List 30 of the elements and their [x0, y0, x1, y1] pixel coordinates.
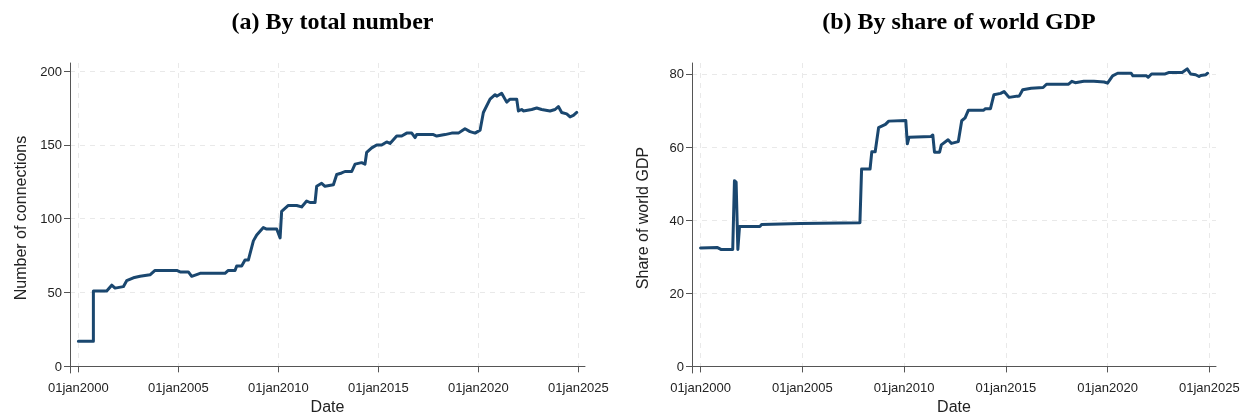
line-series: [76, 91, 579, 343]
y-tick-label: 200: [40, 63, 62, 79]
y-tick-label: 0: [54, 358, 62, 374]
x-tick-label: 01jan2020: [1077, 380, 1138, 395]
x-tick-label: 01jan2015: [348, 380, 409, 395]
x-axis-title: Date: [310, 398, 345, 416]
x-tick-label: 01jan2000: [670, 380, 731, 395]
chart-title: (a) By total number: [231, 8, 434, 34]
y-tick-label: 80: [669, 66, 684, 82]
x-tick-label: 01jan2025: [548, 380, 609, 395]
x-tick-label: 01jan2005: [148, 380, 209, 395]
x-tick-label: 01jan2000: [48, 380, 109, 395]
y-tick-label: 100: [40, 211, 62, 227]
x-tick-label: 01jan2010: [248, 380, 309, 395]
x-tick-label: 01jan2025: [1178, 380, 1240, 395]
y-axis-title: Number of connections: [11, 135, 29, 301]
x-tick-label: 01jan2020: [448, 380, 509, 395]
y-tick-label: 150: [40, 137, 62, 153]
chart-title: (b) By share of world GDP: [822, 8, 1096, 34]
x-axis-title: Date: [937, 398, 971, 416]
y-tick-label: 40: [669, 212, 684, 228]
y-tick-label: 0: [676, 358, 684, 374]
y-tick-label: 50: [47, 285, 62, 301]
x-tick-label: 01jan2010: [873, 380, 935, 395]
y-tick-label: 60: [669, 139, 684, 155]
y-axis-title: Share of world GDP: [633, 146, 651, 290]
line-series: [699, 67, 1210, 251]
x-tick-label: 01jan2005: [771, 380, 833, 395]
y-tick-label: 20: [669, 285, 684, 301]
x-tick-label: 01jan2015: [975, 380, 1037, 395]
